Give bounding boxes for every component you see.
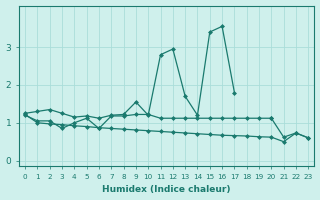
X-axis label: Humidex (Indice chaleur): Humidex (Indice chaleur) bbox=[102, 185, 231, 194]
